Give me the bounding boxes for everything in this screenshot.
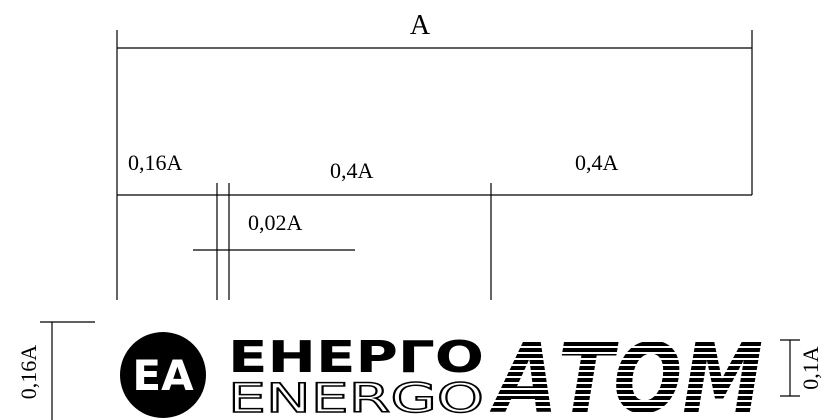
emblem-circle [120,332,206,418]
logo: EA ЕНЕРГО ENERGO АТОМ [120,323,763,420]
dimension-label: A [410,10,431,41]
dimension-label: 0,16A [16,345,41,400]
dimension-label: 0,4A [330,158,374,183]
logo-line1: ЕНЕРГО [228,332,484,383]
dimension-label: 0,1A [798,346,823,390]
dimension-lines [40,30,800,420]
dimension-label: 0,16A [128,150,183,175]
logo-line2: ENERGO [228,376,484,420]
logo-word: АТОМ [489,323,763,420]
dimension-label: 0,02A [248,210,303,235]
dimension-label: 0,4A [575,150,619,175]
emblem-text: EA [132,351,194,400]
